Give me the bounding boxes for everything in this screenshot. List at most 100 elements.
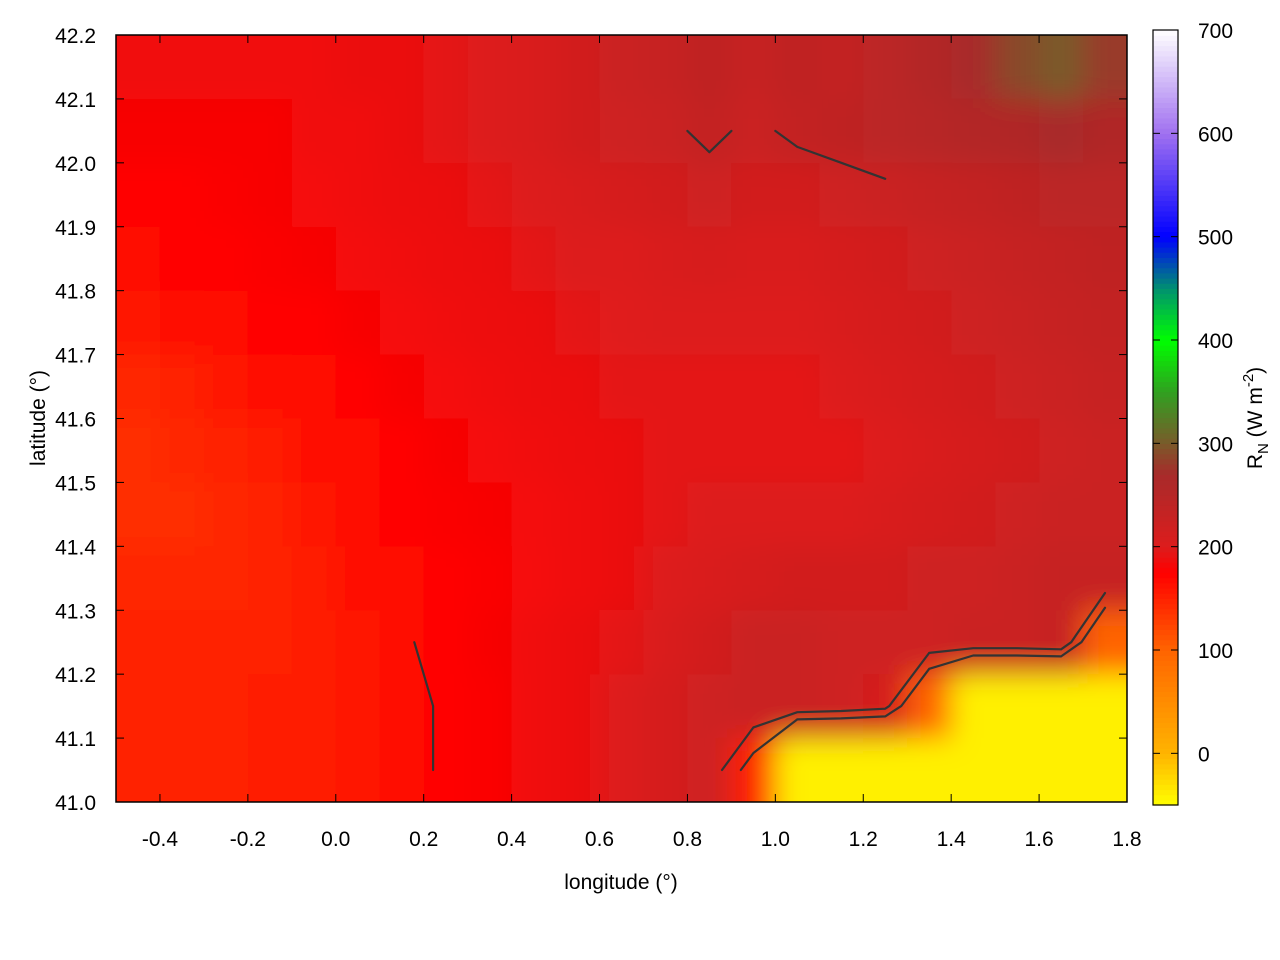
heatmap-cell	[379, 418, 425, 484]
colorbar-segment	[1153, 102, 1178, 109]
heatmap-cell	[907, 546, 953, 612]
heatmap-cell	[247, 482, 293, 548]
heatmap-cell	[951, 418, 997, 484]
heatmap-cell	[907, 482, 953, 548]
colorbar-segment	[1153, 768, 1178, 775]
colorbar-tick-label: 500	[1198, 227, 1233, 250]
heatmap-cell	[995, 226, 1041, 292]
y-tick-label: 41.3	[55, 600, 96, 623]
heatmap-cell	[1083, 546, 1127, 612]
heatmap-cell	[335, 482, 381, 548]
heatmap-cell	[951, 610, 997, 676]
colorbar-segment	[1153, 681, 1178, 687]
heatmap-cell	[819, 738, 865, 802]
heatmap-cell	[907, 610, 953, 676]
colorbar-segment	[1153, 71, 1178, 78]
heatmap-cell	[995, 418, 1041, 484]
heatmap-cell	[863, 546, 909, 612]
heatmap-cell	[291, 98, 337, 164]
heatmap-cell	[1039, 738, 1085, 802]
colorbar-segment	[1153, 174, 1178, 181]
colorbar-segment	[1153, 334, 1178, 341]
heatmap-cell	[907, 35, 953, 100]
colorbar-segment	[1153, 500, 1178, 506]
heatmap-cell	[643, 226, 689, 292]
heatmap-cell	[995, 162, 1041, 228]
heatmap-cell	[423, 354, 469, 420]
colorbar-segment	[1153, 159, 1178, 165]
colorbar-segment	[1153, 495, 1178, 501]
heatmap-cell	[995, 290, 1041, 356]
heatmap-cell	[599, 35, 645, 100]
heatmap-cell	[995, 482, 1041, 548]
heatmap-cell	[687, 35, 733, 100]
heatmap-cell	[775, 162, 821, 228]
colorbar-segment	[1153, 345, 1178, 351]
y-axis: 41.0 41.1 41.2 41.3 41.4 41.5 41.6 41.7 41.8 41.9…	[55, 25, 1127, 815]
colorbar-segment	[1153, 743, 1178, 749]
heatmap-cell	[863, 98, 909, 164]
colorbar-segment	[1153, 154, 1178, 160]
colorbar-segment	[1153, 753, 1178, 760]
heatmap-cell	[423, 546, 469, 612]
heatmap-cell	[159, 98, 205, 164]
heatmap-cell	[116, 354, 161, 420]
heatmap-cell	[291, 546, 337, 612]
colorbar-segment	[1153, 241, 1178, 248]
heatmap-cell	[863, 290, 909, 356]
heatmap-cell	[203, 546, 249, 612]
heatmap-cell	[995, 98, 1041, 164]
colorbar-segment	[1153, 650, 1178, 656]
heatmap-cell	[555, 674, 601, 740]
colorbar-segment	[1153, 221, 1178, 227]
colorbar-segment	[1153, 427, 1178, 434]
y-tick-label: 41.2	[55, 664, 96, 687]
colorbar-segment	[1153, 727, 1178, 734]
heatmap-cell	[599, 738, 645, 802]
heatmap-cell	[819, 674, 865, 740]
colorbar-segment	[1153, 515, 1178, 522]
heatmap-cell	[907, 226, 953, 292]
colorbar-segment	[1153, 464, 1178, 470]
colorbar-segment	[1153, 774, 1178, 780]
colorbar-segment	[1153, 608, 1178, 615]
heatmap-cell	[116, 418, 161, 484]
heatmap-cell	[687, 674, 733, 740]
contour-line	[720, 591, 1107, 772]
heatmap-cell	[467, 738, 513, 802]
colorbar-segment	[1153, 81, 1178, 88]
heatmap-cell	[291, 482, 337, 548]
colorbar-segment	[1153, 748, 1178, 754]
heatmap-cell	[423, 418, 469, 484]
heatmap-cell	[863, 738, 909, 802]
heatmap-cell	[203, 35, 249, 100]
heatmap-cell	[555, 418, 601, 484]
heatmap-cell	[775, 418, 821, 484]
colorbar-segment	[1153, 267, 1178, 274]
heatmap-cell	[247, 162, 293, 228]
colorbar-ticks: 0 100 200 300 400 500 600 700	[1153, 20, 1233, 766]
heatmap-cell	[1039, 482, 1085, 548]
heatmap-cell	[379, 546, 425, 612]
colorbar-segment	[1153, 634, 1178, 641]
colorbar-segment	[1153, 593, 1178, 599]
colorbar-segment	[1153, 799, 1178, 806]
heatmap-cell	[643, 546, 689, 612]
heatmap-cell	[951, 35, 997, 100]
heatmap-cell	[247, 418, 293, 484]
colorbar-segment	[1153, 758, 1178, 765]
heatmap-cell	[599, 674, 645, 740]
colorbar-segment	[1153, 489, 1178, 496]
colorbar-segment	[1153, 407, 1178, 413]
heatmap-cell	[203, 674, 249, 740]
colorbar-segment	[1153, 340, 1178, 346]
heatmap-cell	[1083, 482, 1127, 548]
heatmap-cell	[159, 674, 205, 740]
y-tick-label: 41.8	[55, 281, 96, 304]
colorbar-segment	[1153, 226, 1178, 233]
heatmap-cell	[995, 674, 1041, 740]
colorbar-segment	[1153, 40, 1178, 47]
heatmap-cell	[599, 546, 645, 612]
colorbar-segment	[1153, 417, 1178, 424]
heatmap-cell	[335, 674, 381, 740]
